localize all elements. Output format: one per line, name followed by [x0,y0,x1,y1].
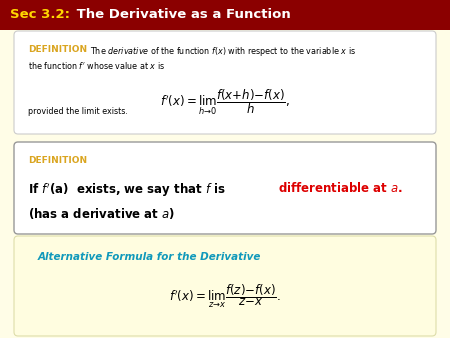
Bar [0,0,450,30]
Text: DEFINITION: DEFINITION [28,45,87,54]
Text: differentiable at $a$.: differentiable at $a$. [278,181,403,195]
Text: If $f'$(a)  exists, we say that $f$ is: If $f'$(a) exists, we say that $f$ is [28,181,226,198]
Text: provided the limit exists.: provided the limit exists. [28,107,128,116]
FancyBboxPatch shape [14,31,436,134]
Text: Sec 3.2:: Sec 3.2: [10,8,70,22]
Text: the function $\it{f'}$ whose value at $\it{x}$ is: the function $\it{f'}$ whose value at $\… [28,60,165,71]
Text: Alternative Formula for the Derivative: Alternative Formula for the Derivative [38,252,261,262]
Text: $f'(x) = \lim_{z\to x}\dfrac{f(z)-f(x)}{z-x}.$: $f'(x) = \lim_{z\to x}\dfrac{f(z)-f(x)}{… [169,282,281,310]
Text: DEFINITION: DEFINITION [28,156,87,165]
Text: $f'(x) = \lim_{h\to 0}\dfrac{f(x+h)-f(x)}{h},$: $f'(x) = \lim_{h\to 0}\dfrac{f(x+h)-f(x)… [160,87,290,117]
Text: The Derivative as a Function: The Derivative as a Function [72,8,291,22]
FancyBboxPatch shape [14,236,436,336]
Text: (has a derivative at $a$): (has a derivative at $a$) [28,206,175,221]
FancyBboxPatch shape [14,142,436,234]
Text: The $\it{derivative}$ of the function $\it{f(x)}$ with respect to the variable $: The $\it{derivative}$ of the function $\… [90,45,356,58]
